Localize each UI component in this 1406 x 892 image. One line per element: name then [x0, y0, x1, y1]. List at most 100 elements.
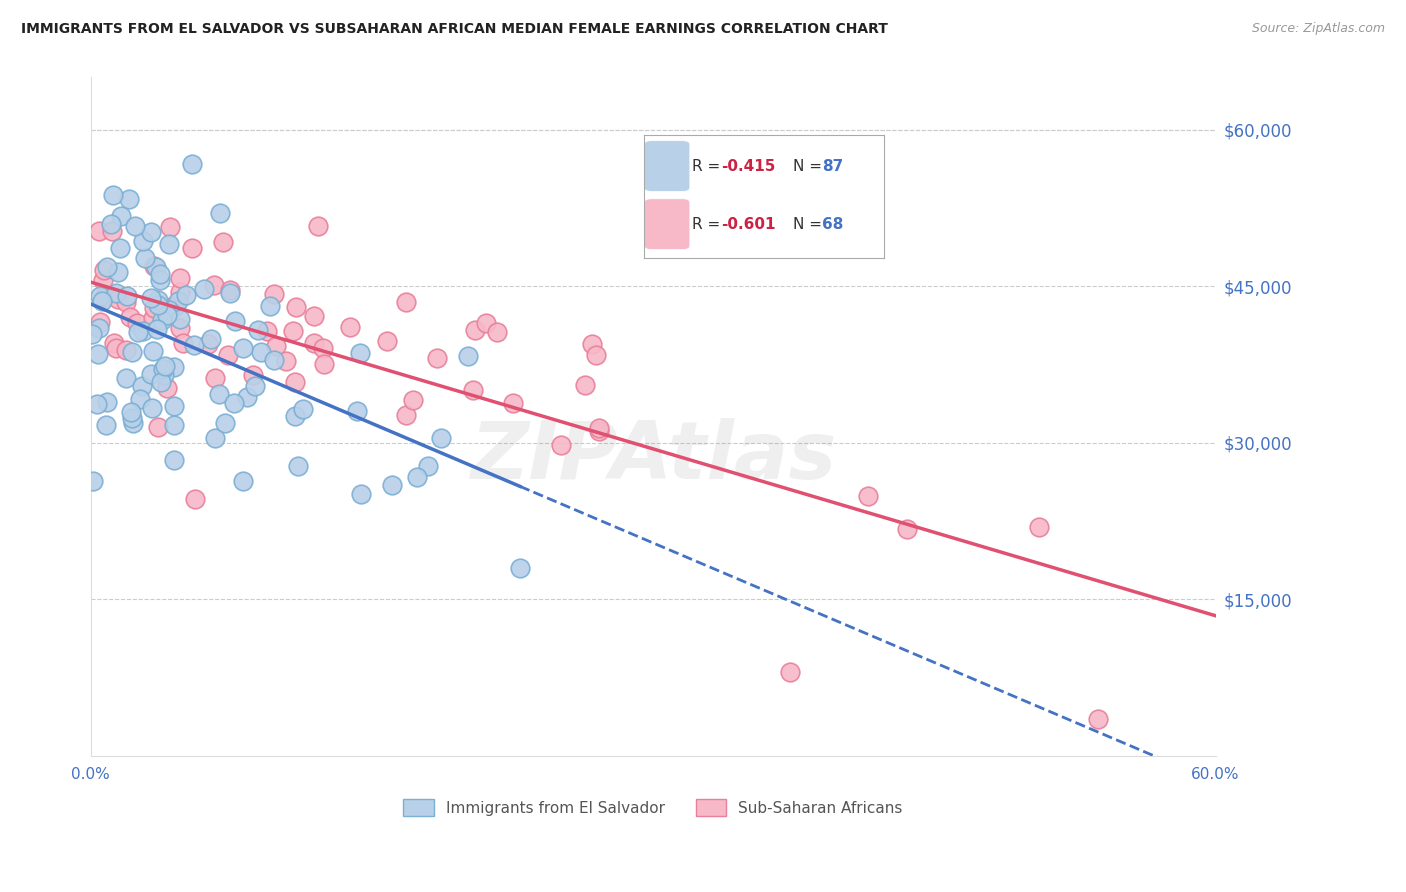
Point — [236, 390, 259, 404]
Point — [377, 334, 399, 348]
Point — [131, 235, 153, 249]
Point — [426, 351, 449, 365]
Point — [163, 359, 186, 374]
Point — [202, 278, 225, 293]
Point — [93, 263, 115, 277]
Point — [132, 324, 155, 338]
Point — [142, 310, 165, 325]
Text: ZIPAtlas: ZIPAtlas — [470, 418, 837, 496]
Point — [461, 383, 484, 397]
Point — [87, 321, 110, 335]
Point — [457, 349, 479, 363]
Point — [150, 313, 173, 327]
Point — [107, 292, 129, 306]
Point — [114, 371, 136, 385]
FancyBboxPatch shape — [644, 141, 690, 192]
Point — [204, 431, 226, 445]
Point — [169, 320, 191, 334]
Point — [96, 260, 118, 274]
Point — [162, 300, 184, 314]
Point — [856, 489, 879, 503]
Point — [124, 219, 146, 233]
Point — [550, 438, 572, 452]
Point — [159, 219, 181, 234]
Point — [217, 348, 239, 362]
Point — [219, 283, 242, 297]
Point — [146, 420, 169, 434]
Point — [312, 341, 335, 355]
Point — [276, 353, 298, 368]
Point — [314, 357, 336, 371]
Point — [250, 345, 273, 359]
Text: 87: 87 — [821, 159, 844, 174]
Point — [127, 316, 149, 330]
Text: N =: N = — [793, 218, 827, 232]
Text: N =: N = — [793, 159, 827, 174]
Point — [122, 416, 145, 430]
Point — [264, 339, 287, 353]
Point — [163, 400, 186, 414]
Point — [121, 345, 143, 359]
Point — [148, 293, 170, 307]
Point — [263, 286, 285, 301]
Point — [180, 157, 202, 171]
Point — [149, 273, 172, 287]
Point — [139, 225, 162, 239]
Point — [131, 379, 153, 393]
Point — [96, 417, 118, 432]
Point — [169, 270, 191, 285]
Text: 68: 68 — [821, 218, 844, 232]
Point — [197, 336, 219, 351]
Point — [485, 325, 508, 339]
Point — [346, 404, 368, 418]
Point — [172, 336, 194, 351]
Point — [156, 381, 179, 395]
Point — [218, 285, 240, 300]
Point — [259, 299, 281, 313]
Point — [108, 241, 131, 255]
Point — [581, 336, 603, 351]
Point — [183, 337, 205, 351]
Point — [283, 324, 305, 338]
Point — [115, 289, 138, 303]
Point — [152, 362, 174, 376]
Point — [141, 401, 163, 416]
Legend: Immigrants from El Salvador, Sub-Saharan Africans: Immigrants from El Salvador, Sub-Saharan… — [398, 793, 908, 822]
Point — [115, 294, 138, 309]
Point — [245, 378, 267, 392]
Point — [101, 224, 124, 238]
Point — [307, 219, 329, 233]
Point — [134, 252, 156, 266]
Point — [157, 303, 180, 318]
Point — [174, 288, 197, 302]
Point — [139, 291, 162, 305]
Point — [163, 453, 186, 467]
Point — [163, 417, 186, 432]
Point — [87, 224, 110, 238]
Point — [214, 417, 236, 431]
Point — [574, 378, 596, 392]
Point — [284, 301, 307, 315]
Point — [349, 345, 371, 359]
Point — [149, 375, 172, 389]
FancyBboxPatch shape — [644, 199, 690, 250]
Point — [90, 293, 112, 308]
Point — [302, 336, 325, 351]
Point — [104, 341, 127, 355]
Point — [416, 459, 439, 474]
Text: Source: ZipAtlas.com: Source: ZipAtlas.com — [1251, 22, 1385, 36]
Point — [588, 420, 610, 434]
Point — [89, 316, 111, 330]
Point — [142, 301, 165, 316]
Point — [350, 487, 373, 501]
Point — [157, 237, 180, 252]
Point — [82, 326, 104, 341]
Point — [224, 313, 246, 327]
Point — [93, 290, 115, 304]
Point — [232, 341, 254, 355]
Text: IMMIGRANTS FROM EL SALVADOR VS SUBSAHARAN AFRICAN MEDIAN FEMALE EARNINGS CORRELA: IMMIGRANTS FROM EL SALVADOR VS SUBSAHARA… — [21, 22, 889, 37]
Point — [155, 308, 177, 322]
Point — [1028, 520, 1050, 534]
Point — [127, 325, 149, 339]
Point — [588, 424, 610, 438]
